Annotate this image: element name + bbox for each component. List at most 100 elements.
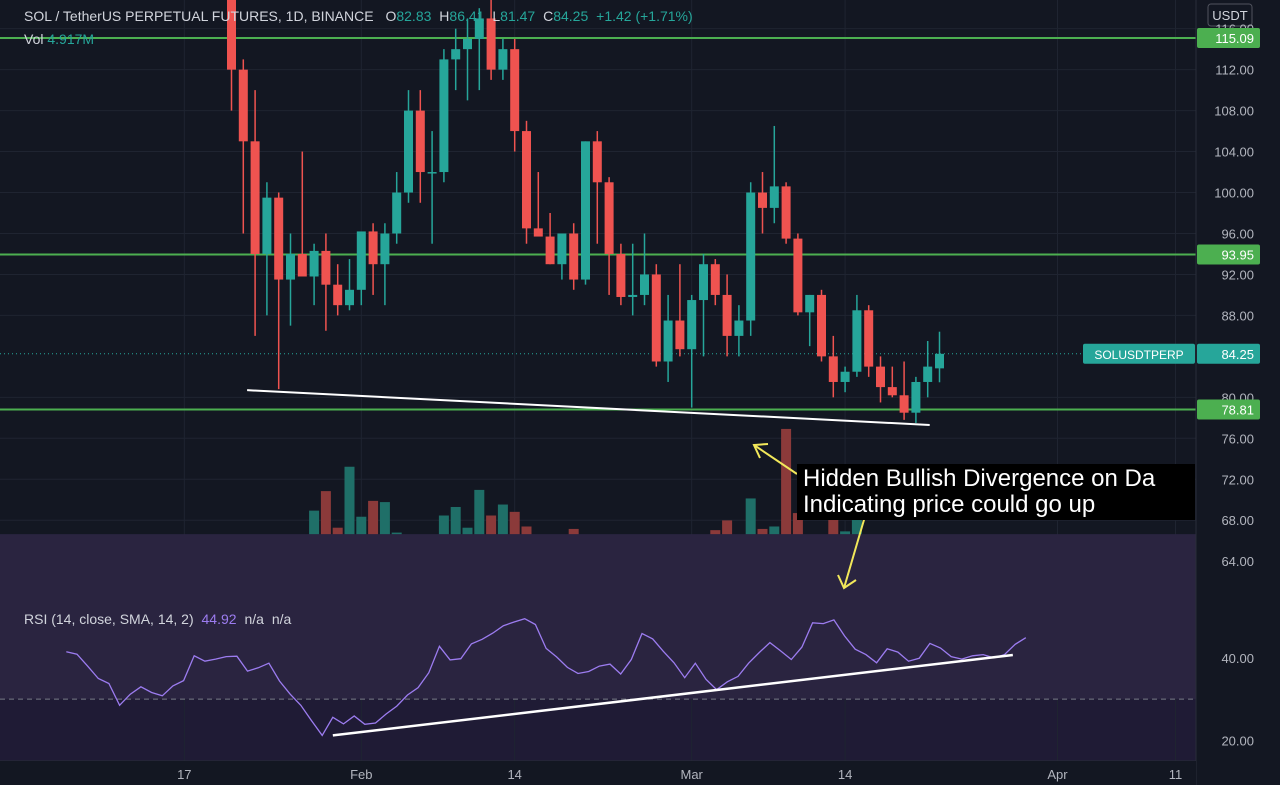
candle-body [864, 310, 874, 367]
support-resistance-levels [0, 36, 1196, 411]
candle-body [404, 110, 413, 193]
level-tag-label: 115.09 [1215, 31, 1254, 46]
candle-body [309, 250, 319, 277]
volume-value: 4.917M [47, 31, 95, 47]
price-tick: 76.00 [1221, 431, 1254, 446]
candle-body [710, 264, 720, 295]
volume-legend: Vol 4.917M [24, 31, 94, 47]
candle-body [663, 320, 673, 362]
candle-body [840, 371, 850, 382]
candle-body [427, 172, 437, 174]
rsi-tick: 20.00 [1221, 733, 1254, 748]
candle-body [345, 289, 354, 306]
rsi-na-2: n/a [271, 611, 292, 627]
candle-body [923, 366, 933, 382]
candle-body [581, 141, 590, 280]
candle-body [392, 192, 402, 234]
volume-label[interactable]: Vol [24, 31, 44, 47]
price-tick: 96.00 [1221, 226, 1254, 241]
rsi-panel [0, 534, 1196, 737]
candle-body [533, 228, 543, 237]
level-tag-label: 78.81 [1221, 403, 1254, 418]
candle-body [651, 274, 661, 362]
currency-label: USDT [1212, 8, 1247, 23]
candle-body [722, 294, 732, 336]
candle-body [781, 186, 791, 239]
candle-body [557, 233, 567, 265]
candle-body [911, 381, 921, 413]
candle-body [852, 310, 862, 372]
time-axis[interactable]: 17 Feb 14 Mar 14 Apr 11 [0, 761, 1196, 785]
time-axis-background [0, 761, 1196, 785]
candlesticks[interactable] [227, 0, 944, 423]
candle-body [262, 197, 272, 254]
candle-body [486, 18, 496, 70]
price-tick: 112.00 [1215, 63, 1254, 78]
arrow-shaft-2 [843, 512, 867, 589]
candle-body [699, 264, 708, 301]
rsi-tick: 40.00 [1221, 651, 1254, 666]
candle-body [675, 320, 685, 350]
rsi-trendline [332, 653, 1013, 737]
high-value: 86.41 [449, 8, 485, 24]
currency-box [1207, 3, 1253, 27]
candle-body [510, 49, 520, 132]
price-tick: 64.00 [1221, 554, 1254, 569]
chart-header: SOL / TetherUS PERPETUAL FUTURES, 1D, BI… [24, 8, 693, 24]
candle-body [734, 320, 744, 336]
candle-body [876, 366, 885, 388]
price-trendline [247, 389, 930, 426]
candle-body [439, 59, 449, 173]
change-value: +1.42 (+1.71%) [596, 8, 693, 24]
annotation-box: Hidden Bullish Divergence on Da Indicati… [797, 464, 1195, 520]
candle-body [356, 231, 366, 290]
rsi-zone [0, 534, 1196, 700]
level-tag-2 [1197, 399, 1260, 420]
rsi-na-1: n/a [244, 611, 264, 627]
rsi-label[interactable]: RSI (14, close, SMA, 14, 2) [24, 611, 194, 627]
candle-body [935, 353, 944, 369]
candle-body [274, 197, 284, 280]
last-price-tag [1197, 343, 1260, 364]
last-price-label: 84.25 [1221, 347, 1254, 362]
candle-body [628, 294, 638, 297]
candle-body [569, 233, 579, 280]
candle-body [746, 192, 756, 321]
symbol-tag-label: SOLUSDTPERP [1094, 348, 1183, 362]
candle-body [463, 38, 472, 50]
high-label: H [439, 8, 450, 24]
candle-body [522, 131, 531, 229]
candle-body [805, 294, 815, 313]
candle-body [758, 192, 767, 208]
axis-background [1196, 0, 1280, 785]
candle-body [474, 18, 484, 39]
candle-body [368, 231, 378, 265]
symbol-tag [1083, 343, 1195, 364]
candle-body [333, 284, 343, 306]
candle-body [238, 69, 248, 142]
candle-body [616, 253, 626, 297]
rsi-legend: RSI (14, close, SMA, 14, 2) 44.92 n/a n/… [24, 611, 291, 627]
low-value: 81.47 [500, 8, 536, 24]
candle-body [793, 238, 803, 313]
candle-body [687, 300, 697, 350]
volume-bar [344, 466, 355, 596]
time-tick: 14 [838, 767, 852, 782]
low-label: L [492, 8, 501, 24]
price-axis[interactable]: USDT116.00112.00108.00104.00100.0096.009… [1083, 0, 1280, 785]
rsi-value: 44.92 [201, 611, 237, 627]
annotation-line-2: Indicating price could go up [803, 491, 1096, 518]
close-label: C [543, 8, 554, 24]
trendlines [247, 389, 1013, 737]
candle-body [297, 253, 307, 277]
price-tick: 92.00 [1221, 267, 1254, 282]
candle-body [604, 182, 614, 254]
candle-body [899, 395, 909, 413]
open-label: O [385, 8, 397, 24]
candle-body [227, 0, 236, 70]
symbol-title[interactable]: SOL / TetherUS PERPETUAL FUTURES, 1D, BI… [24, 8, 374, 24]
candle-body [286, 253, 295, 280]
price-tick: 72.00 [1221, 472, 1254, 487]
candle-body [592, 141, 602, 183]
